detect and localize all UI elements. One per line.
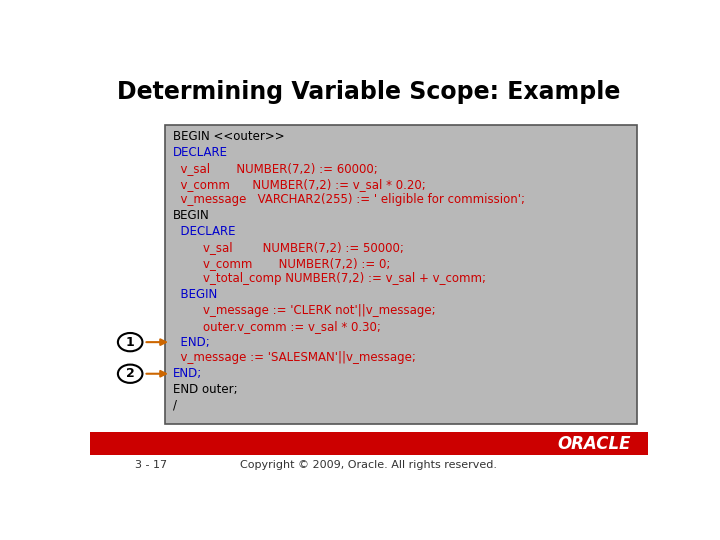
Text: DECLARE: DECLARE <box>173 146 228 159</box>
Circle shape <box>118 333 143 352</box>
Bar <box>166 125 636 424</box>
Bar <box>90 432 648 455</box>
Text: BEGIN: BEGIN <box>173 209 210 222</box>
Text: 2: 2 <box>126 367 135 380</box>
Text: v_total_comp NUMBER(7,2) := v_sal + v_comm;: v_total_comp NUMBER(7,2) := v_sal + v_co… <box>173 273 485 286</box>
Text: END;: END; <box>173 367 202 380</box>
Text: BEGIN <<outer>>: BEGIN <<outer>> <box>173 130 284 143</box>
Text: v_comm      NUMBER(7,2) := v_sal * 0.20;: v_comm NUMBER(7,2) := v_sal * 0.20; <box>173 178 426 191</box>
Text: END outer;: END outer; <box>173 383 237 396</box>
Text: ORACLE: ORACLE <box>558 435 631 453</box>
Text: v_message := 'CLERK not'||v_message;: v_message := 'CLERK not'||v_message; <box>173 304 435 317</box>
Text: DECLARE: DECLARE <box>173 225 235 238</box>
Text: 3 - 17: 3 - 17 <box>135 460 167 470</box>
Text: Determining Variable Scope: Example: Determining Variable Scope: Example <box>117 80 621 104</box>
Text: END;: END; <box>173 336 210 349</box>
Circle shape <box>118 364 143 383</box>
Text: v_message := 'SALESMAN'||v_message;: v_message := 'SALESMAN'||v_message; <box>173 352 415 365</box>
Text: v_sal       NUMBER(7,2) := 60000;: v_sal NUMBER(7,2) := 60000; <box>173 162 377 175</box>
Text: v_comm       NUMBER(7,2) := 0;: v_comm NUMBER(7,2) := 0; <box>173 256 390 269</box>
Text: BEGIN: BEGIN <box>173 288 217 301</box>
Text: 1: 1 <box>126 336 135 349</box>
Text: outer.v_comm := v_sal * 0.30;: outer.v_comm := v_sal * 0.30; <box>173 320 380 333</box>
Text: v_sal        NUMBER(7,2) := 50000;: v_sal NUMBER(7,2) := 50000; <box>173 241 403 254</box>
Text: /: / <box>173 399 176 412</box>
Text: Copyright © 2009, Oracle. All rights reserved.: Copyright © 2009, Oracle. All rights res… <box>240 460 498 470</box>
Text: v_message   VARCHAR2(255) := ' eligible for commission';: v_message VARCHAR2(255) := ' eligible fo… <box>173 193 525 206</box>
